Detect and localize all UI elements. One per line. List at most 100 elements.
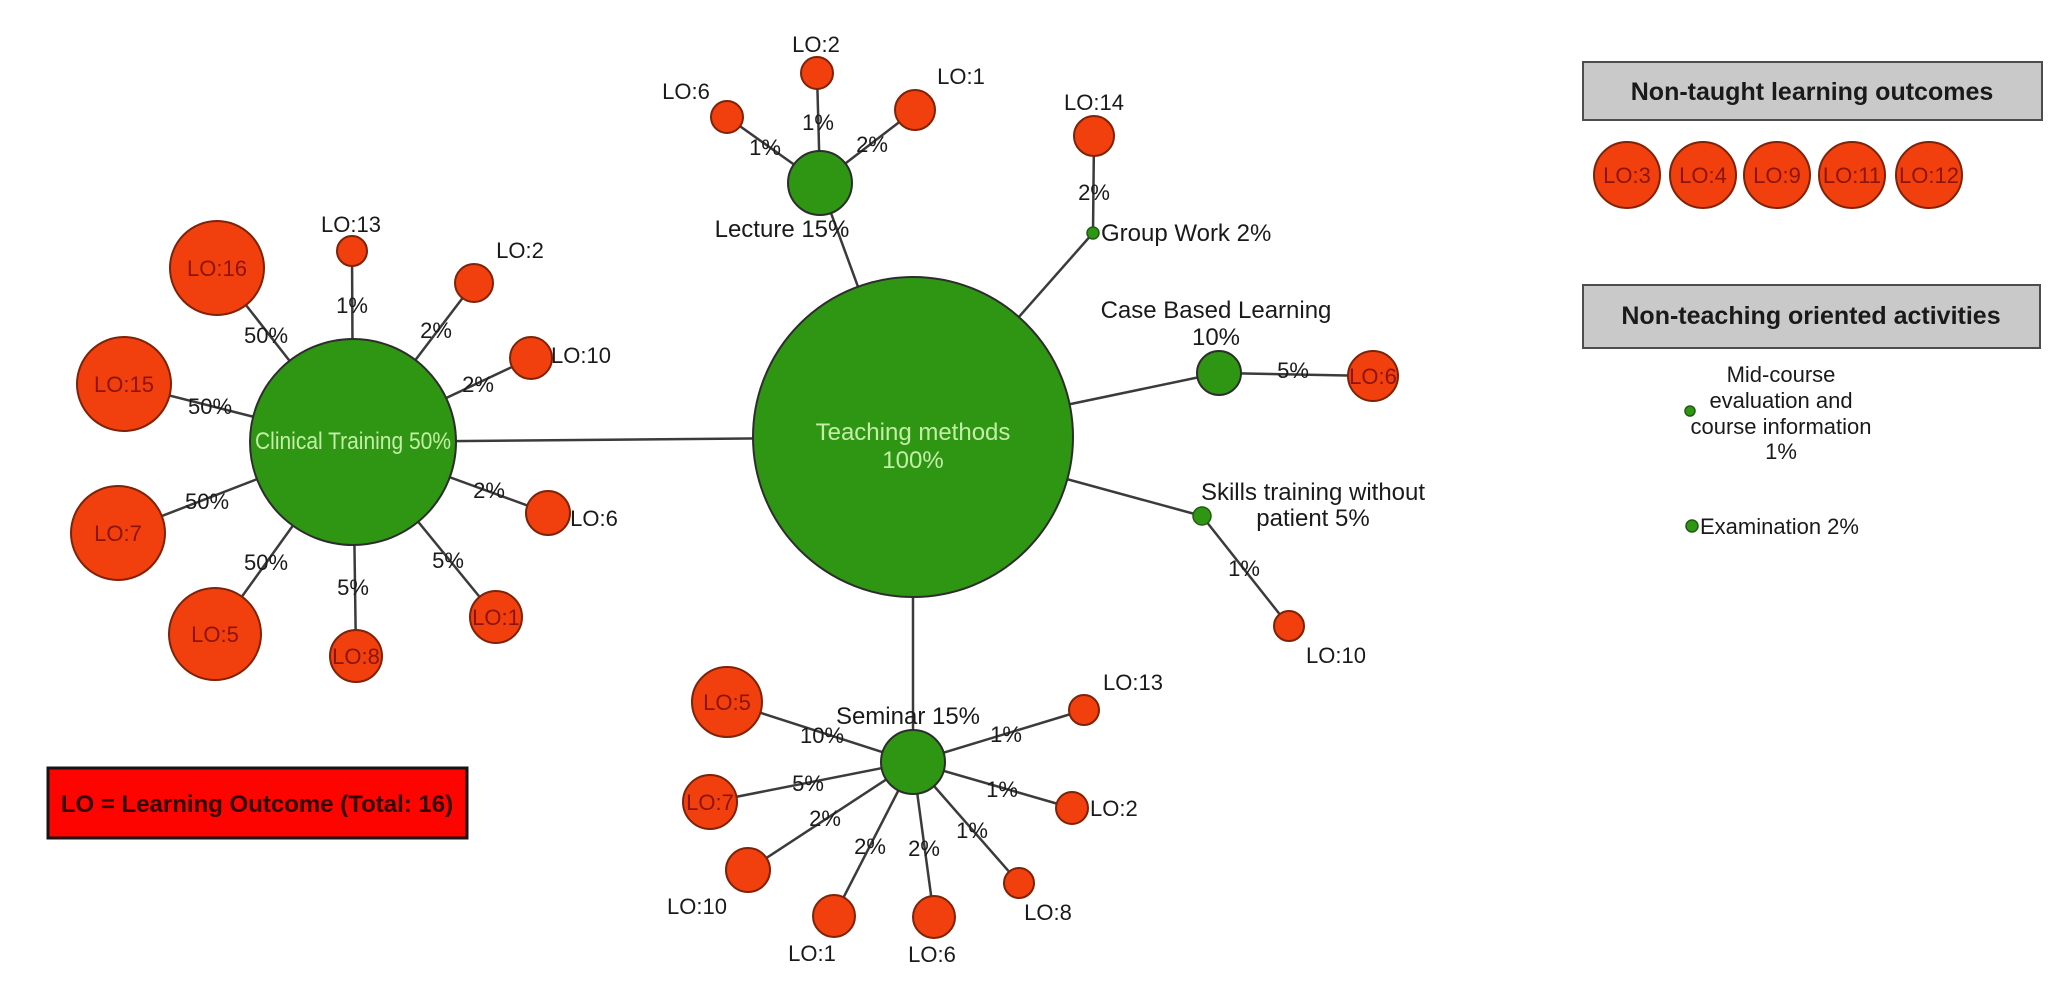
clinical-lo15-label: LO:15 (94, 372, 154, 397)
clinical-lo10-pct: 2% (462, 372, 494, 397)
node-clinical-lo15 (76, 336, 172, 432)
clinical-lo10-label: LO:10 (551, 343, 611, 368)
node-seminar-lo7 (682, 774, 738, 830)
clinical-lo2-pct: 2% (420, 318, 452, 343)
seminar-lo6-pct: 2% (908, 836, 940, 861)
seminar-lo7-pct: 5% (792, 771, 824, 796)
examination-label: Examination 2% (1700, 514, 1859, 539)
midcourse-dot (1684, 405, 1696, 417)
clinical-lo2-label: LO:2 (496, 238, 544, 263)
node-lecture-lo2 (800, 56, 834, 90)
legend-node-lo3 (1593, 141, 1661, 209)
node-clinical-lo10 (509, 336, 553, 380)
midcourse-line3: course information (1691, 414, 1872, 439)
clinical-lo7-pct: 50% (185, 489, 229, 514)
legend-lo9-label: LO:9 (1753, 163, 1801, 188)
examination-dot (1685, 519, 1699, 533)
seminar-lo1-pct: 2% (854, 834, 886, 859)
legend-activities-box (1582, 284, 2041, 349)
cbl-lo6-pct: 5% (1277, 358, 1309, 383)
clinical-outcome-nodes (70, 220, 571, 683)
node-seminar-lo5 (691, 666, 763, 738)
seminar-lo10-pct: 2% (809, 806, 841, 831)
node-seminar-lo13 (1068, 694, 1100, 726)
midcourse-line2: evaluation and (1709, 388, 1852, 413)
node-skills-lo10 (1273, 610, 1305, 642)
lecture-lo1-pct: 2% (856, 132, 888, 157)
node-group-work (1086, 226, 1100, 240)
groupwork-lo14-pct: 2% (1078, 180, 1110, 205)
seminar-lo2-label: LO:2 (1090, 796, 1138, 821)
clinical-lo5-label: LO:5 (191, 622, 239, 647)
midcourse-line4: 1% (1765, 439, 1797, 464)
legend-lo3-label: LO:3 (1603, 163, 1651, 188)
legend-lo4-label: LO:4 (1679, 163, 1727, 188)
node-clinical-lo8 (329, 629, 383, 683)
note-text: LO = Learning Outcome (Total: 16) (61, 791, 453, 818)
lecture-lo6-label: LO:6 (662, 79, 710, 104)
node-cbl-lo6 (1347, 350, 1399, 402)
skills-lo10-pct: 1% (1228, 556, 1260, 581)
teaching-methods-label-line2: 100% (882, 447, 943, 474)
seminar-lo2-pct: 1% (986, 777, 1018, 802)
node-groupwork-lo14 (1073, 115, 1115, 157)
seminar-label: Seminar 15% (836, 703, 980, 730)
legend-lo11-label: LO:11 (1823, 163, 1881, 188)
clinical-lo1-pct: 5% (432, 548, 464, 573)
seminar-lo13-label: LO:13 (1103, 670, 1163, 695)
legend-lo12-label: LO:12 (1899, 163, 1959, 188)
lecture-lo2-label: LO:2 (792, 32, 840, 57)
seminar-outcome-nodes (682, 666, 1100, 939)
node-seminar-lo2 (1055, 791, 1089, 825)
clinical-lo16-label: LO:16 (187, 256, 247, 281)
midcourse-line1: Mid-course (1727, 362, 1836, 387)
node-clinical-lo6 (525, 490, 571, 536)
node-seminar (880, 729, 946, 795)
clinical-lo8-pct: 5% (337, 575, 369, 600)
seminar-lo13-pct: 1% (990, 722, 1022, 747)
seminar-lo8-label: LO:8 (1024, 900, 1072, 925)
node-clinical-training (249, 338, 457, 546)
teaching-methods-label-line1: Teaching methods (816, 419, 1011, 446)
clinical-lo6-pct: 2% (473, 478, 505, 503)
seminar-lo8-pct: 1% (956, 818, 988, 843)
seminar-lo7-label: LO:7 (686, 790, 734, 815)
node-clinical-lo2 (454, 263, 494, 303)
node-lecture (787, 150, 853, 216)
lecture-lo2-pct: 1% (802, 110, 834, 135)
legend-nontaught-title: Non-taught learning outcomes (1631, 78, 1994, 106)
lecture-lo1-label: LO:1 (937, 64, 985, 89)
clinical-lo6-label: LO:6 (570, 506, 618, 531)
seminar-lo5-label: LO:5 (703, 690, 751, 715)
seminar-lo5-pct: 10% (800, 723, 844, 748)
node-lecture-lo6 (710, 100, 744, 134)
node-seminar-lo10 (725, 847, 771, 893)
clinical-lo15-pct: 50% (188, 394, 232, 419)
node-clinical-lo16 (169, 220, 265, 316)
node-seminar-lo6 (912, 895, 956, 939)
node-clinical-lo5 (168, 587, 262, 681)
seminar-lo6-label: LO:6 (908, 942, 956, 967)
seminar-lo1-label: LO:1 (788, 941, 836, 966)
cbl-label-line2: 10% (1192, 324, 1240, 351)
legend-node-lo11 (1818, 141, 1886, 209)
node-clinical-lo13 (336, 235, 368, 267)
lecture-label: Lecture 15% (715, 216, 850, 243)
cbl-label-line1: Case Based Learning (1101, 297, 1332, 324)
groupwork-lo14-label: LO:14 (1064, 90, 1124, 115)
node-skills-training (1192, 506, 1212, 526)
cbl-lo6-label: LO:6 (1349, 364, 1397, 389)
node-seminar-lo1 (812, 894, 856, 938)
legend-node-lo12 (1895, 141, 1963, 209)
note-box-group: LO = Learning Outcome (Total: 16) (46, 766, 469, 840)
legend-node-lo9 (1743, 141, 1811, 209)
legend-nontaught: Non-taught learning outcomes LO:3 LO:4 L… (1582, 61, 2043, 209)
clinical-lo1-label: LO:1 (472, 605, 520, 630)
clinical-lo13-label: LO:13 (321, 212, 381, 237)
legend-node-lo4 (1669, 141, 1737, 209)
seminar-lo10-label: LO:10 (667, 894, 727, 919)
skills-label-line1: Skills training without (1201, 479, 1425, 506)
node-teaching-methods (752, 276, 1074, 598)
